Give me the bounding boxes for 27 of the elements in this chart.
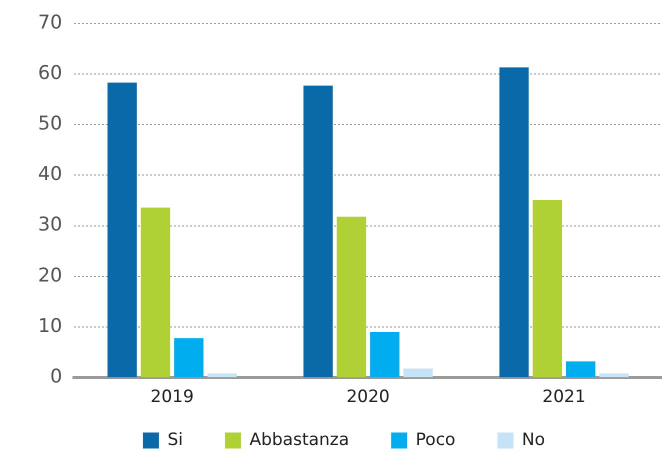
bar xyxy=(108,82,137,378)
legend-label: Poco xyxy=(416,430,456,450)
x-tick-label: 2021 xyxy=(542,387,586,408)
bar xyxy=(599,374,629,378)
bar xyxy=(532,200,562,378)
x-tick-label: 2019 xyxy=(150,387,194,408)
y-tick-label: 50 xyxy=(38,112,62,135)
bar xyxy=(140,208,170,378)
legend-label: No xyxy=(522,430,546,450)
bar xyxy=(207,374,237,378)
y-tick-label: 10 xyxy=(38,314,62,337)
bar xyxy=(403,368,433,378)
bar xyxy=(370,332,400,378)
legend-label: Si xyxy=(167,430,183,450)
bar xyxy=(303,86,333,378)
bar xyxy=(566,361,596,378)
y-tick-label: 60 xyxy=(38,62,62,84)
y-tick-label: 0 xyxy=(50,366,62,388)
bar xyxy=(499,67,529,378)
x-tick-label: 2020 xyxy=(346,387,390,408)
y-tick-label: 20 xyxy=(38,264,62,286)
y-tick-label: 30 xyxy=(38,214,62,236)
legend-label: Abbastanza xyxy=(249,430,350,450)
bar xyxy=(174,338,204,378)
y-tick-label: 70 xyxy=(38,11,62,34)
y-tick-label: 40 xyxy=(38,163,62,186)
bar xyxy=(336,216,366,378)
